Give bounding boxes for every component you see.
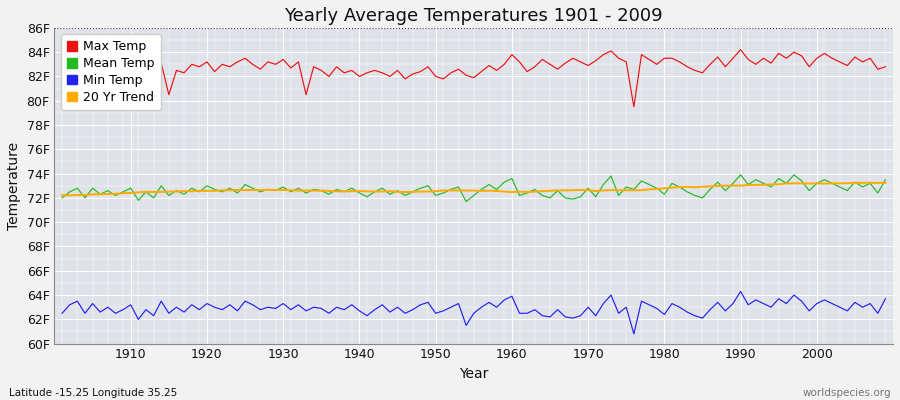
Legend: Max Temp, Mean Temp, Min Temp, 20 Yr Trend: Max Temp, Mean Temp, Min Temp, 20 Yr Tre…	[60, 34, 161, 110]
Title: Yearly Average Temperatures 1901 - 2009: Yearly Average Temperatures 1901 - 2009	[284, 7, 663, 25]
Y-axis label: Temperature: Temperature	[7, 142, 21, 230]
X-axis label: Year: Year	[459, 367, 489, 381]
Text: worldspecies.org: worldspecies.org	[803, 388, 891, 398]
Text: Latitude -15.25 Longitude 35.25: Latitude -15.25 Longitude 35.25	[9, 388, 177, 398]
